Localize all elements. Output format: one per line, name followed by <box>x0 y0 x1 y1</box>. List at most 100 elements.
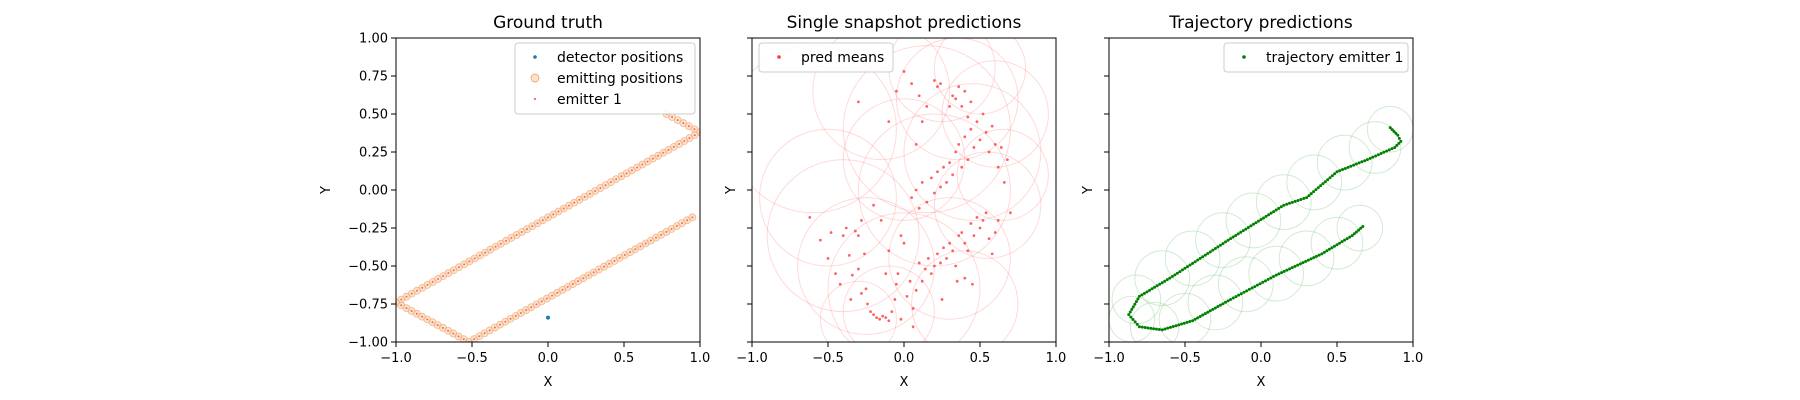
ground-truth-ytick-label: 0.00 <box>359 184 388 199</box>
ground-truth-emitter-1-marker <box>603 265 606 268</box>
trajectory-trajectory-emitter-1-marker <box>1338 241 1342 245</box>
ground-truth-emitter-1-marker <box>514 314 517 317</box>
trajectory-trajectory-emitter-1-marker <box>1175 271 1179 275</box>
ground-truth-legend-marker <box>530 73 540 83</box>
trajectory-uncertainty-circle <box>1336 204 1384 252</box>
single-snapshot-xtick-label: 1.0 <box>1046 351 1067 366</box>
trajectory-trajectory-emitter-1-marker <box>1163 327 1167 331</box>
ground-truth-emitter-1-marker <box>660 233 663 236</box>
trajectory-trajectory-emitter-1-marker <box>1309 257 1313 261</box>
single-snapshot-pred-means-point <box>942 165 945 169</box>
trajectory-trajectory-emitter-1-marker <box>1140 293 1144 297</box>
trajectory-trajectory-emitter-1-marker <box>1312 256 1316 260</box>
ground-truth-emitter-1-marker <box>691 216 694 219</box>
ground-truth-emitter-1-marker <box>405 295 408 298</box>
single-snapshot-pred-means-point <box>990 124 994 128</box>
ground-truth-emitter-1-marker <box>463 263 466 266</box>
ground-truth-ytick-label: 1.00 <box>359 32 388 47</box>
trajectory-trajectory-emitter-1-marker <box>1259 218 1263 222</box>
trajectory-trajectory-emitter-1-marker <box>1302 197 1306 201</box>
trajectory-trajectory-emitter-1-marker <box>1258 282 1262 286</box>
single-snapshot-pred-means-point <box>884 316 888 320</box>
trajectory-trajectory-emitter-1-marker <box>1262 216 1266 220</box>
ground-truth-emitter-1-marker <box>623 254 626 257</box>
trajectory-uncertainty-circle <box>1366 105 1413 153</box>
ground-truth-emitter-1-marker <box>634 248 637 251</box>
trajectory-trajectory-emitter-1-marker <box>1306 258 1310 262</box>
trajectory-trajectory-emitter-1-marker <box>1251 222 1255 226</box>
trajectory-uncertainty-circle <box>1225 192 1282 249</box>
trajectory-trajectory-emitter-1-marker <box>1229 237 1233 241</box>
trajectory-trajectory-emitter-1-marker <box>1288 267 1292 271</box>
trajectory-trajectory-emitter-1-marker <box>1319 184 1323 188</box>
trajectory-trajectory-emitter-1-marker <box>1221 242 1225 246</box>
trajectory-trajectory-emitter-1-marker <box>1335 243 1339 247</box>
single-snapshot-pred-means-point <box>899 317 903 321</box>
single-snapshot-uncertainty-circle <box>842 98 966 221</box>
single-snapshot-pred-means-point <box>945 257 948 260</box>
trajectory-trajectory-emitter-1-marker <box>1198 256 1202 260</box>
ground-truth-emitter-1-marker <box>494 245 497 248</box>
single-snapshot-ylabel: Y <box>724 186 739 195</box>
trajectory-trajectory-emitter-1-marker <box>1155 284 1159 288</box>
ground-truth-emitter-1-marker <box>644 242 647 245</box>
single-snapshot-pred-means-point <box>850 273 854 277</box>
trajectory-trajectory-emitter-1-marker <box>1168 276 1172 280</box>
single-snapshot-pred-means-point <box>864 287 868 291</box>
single-snapshot-pred-means-point <box>960 165 964 169</box>
trajectory-trajectory-emitter-1-marker <box>1201 255 1205 259</box>
single-snapshot-pred-means-point <box>829 231 833 234</box>
single-snapshot-pred-means-point <box>966 249 970 253</box>
trajectory-trajectory-emitter-1-marker <box>1244 227 1248 231</box>
trajectory-trajectory-emitter-1-marker <box>1280 271 1284 275</box>
trajectory-trajectory-emitter-1-marker <box>1267 213 1271 217</box>
single-snapshot-pred-means-point <box>896 272 900 275</box>
trajectory-trajectory-emitter-1-marker <box>1390 128 1394 132</box>
trajectory-trajectory-emitter-1-marker <box>1253 285 1257 289</box>
ground-truth-panel: Ground truth X Y −1.0 −0.5 0.0 0.5 1.0−1.00−… <box>319 13 710 390</box>
trajectory-trajectory-emitter-1-marker <box>1198 314 1202 318</box>
ground-truth-emitter-1-marker <box>562 207 565 210</box>
trajectory-trajectory-emitter-1-marker <box>1357 228 1361 232</box>
trajectory-trajectory-emitter-1-marker <box>1157 327 1161 331</box>
single-snapshot-ticks: −1.0 −0.5 0.0 0.5 1.0 <box>736 37 1067 366</box>
trajectory-trajectory-emitter-1-marker <box>1130 307 1134 311</box>
ground-truth-emitter-1-marker <box>457 266 460 269</box>
ground-truth-emitter-1-marker <box>662 151 665 154</box>
trajectory-trajectory-emitter-1-marker <box>1224 240 1228 244</box>
single-snapshot-pred-means-point <box>908 279 912 283</box>
single-snapshot-pred-means-point <box>987 150 991 154</box>
single-snapshot-pred-means-point <box>895 282 898 286</box>
trajectory-trajectory-emitter-1-marker <box>1349 164 1353 168</box>
single-snapshot-legend-marker <box>777 55 781 59</box>
trajectory-trajectory-emitter-1-marker <box>1343 238 1347 242</box>
trajectory-trajectory-emitter-1-marker <box>1266 277 1270 281</box>
single-snapshot-pred-means-point <box>945 181 948 184</box>
trajectory-trajectory-emitter-1-marker <box>1312 190 1316 194</box>
trajectory-trajectory-emitter-1-marker <box>1321 182 1325 186</box>
trajectory-trajectory-emitter-1-marker <box>1133 320 1137 324</box>
ground-truth-xtick-label: 1.0 <box>690 351 711 366</box>
single-snapshot-pred-means-point <box>942 246 945 250</box>
single-snapshot-pred-means-point <box>881 314 885 318</box>
ground-truth-emitter-1-marker <box>655 236 658 239</box>
ground-truth-emitter-1-marker <box>499 323 502 326</box>
single-snapshot-pred-means-point <box>951 94 955 98</box>
single-snapshot-xtick-label: 0.5 <box>970 351 991 366</box>
single-snapshot-pred-means-point <box>948 241 951 245</box>
trajectory-uncertainty-circle <box>1158 292 1212 342</box>
single-snapshot-xtick-label: 0.0 <box>894 351 915 366</box>
ground-truth-emitter-1-marker <box>556 291 559 294</box>
trajectory-trajectory-emitter-1-marker <box>1340 240 1344 244</box>
trajectory-trajectory-emitter-1-marker <box>1188 263 1192 267</box>
trajectory-trajectory-emitter-1-marker <box>1330 174 1334 178</box>
ground-truth-emitter-1-marker <box>488 329 491 332</box>
trajectory-trajectory-emitter-1-marker <box>1131 305 1135 309</box>
trajectory-panel: Trajectory predictions X Y −1.0 −0.5 0.0 0.… <box>1081 13 1423 390</box>
ground-truth-emitter-1-marker <box>609 181 612 184</box>
single-snapshot-pred-means-point <box>895 89 898 93</box>
trajectory-uncertainty-circle <box>1217 256 1274 313</box>
trajectory-trajectory-emitter-1-marker <box>1196 316 1200 320</box>
ground-truth-emitter-1-marker <box>504 320 507 323</box>
single-snapshot-pred-means-point <box>936 85 939 89</box>
